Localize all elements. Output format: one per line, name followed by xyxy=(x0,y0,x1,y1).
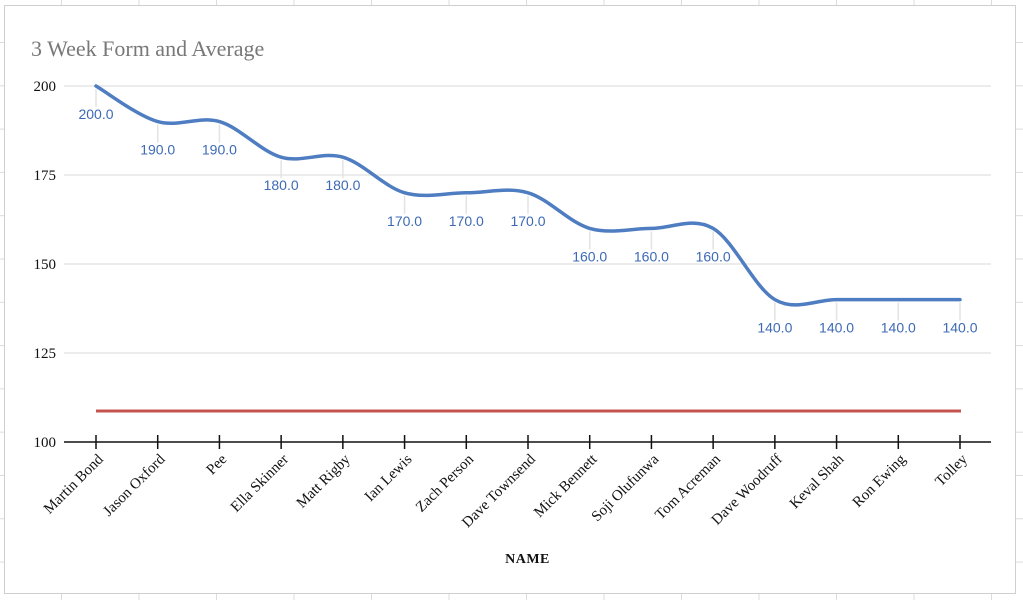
data-label: 140.0 xyxy=(881,320,916,336)
data-label: 160.0 xyxy=(696,248,731,264)
x-axis-category-label: Matt Rigby xyxy=(294,451,354,511)
x-axis-category-label: Martin Bond xyxy=(41,451,107,517)
data-label: 190.0 xyxy=(202,142,237,158)
chart-plot-area: 200 175 150 125 100 200.0 190.0 190.0 180.0 180.0… xyxy=(34,79,991,567)
data-label: 160.0 xyxy=(634,248,669,264)
data-label: 160.0 xyxy=(572,248,607,264)
data-label: 140.0 xyxy=(757,320,792,336)
data-label: 180.0 xyxy=(325,177,360,193)
x-axis-category-label: Tolley xyxy=(933,451,972,490)
data-label: 140.0 xyxy=(819,320,854,336)
data-label: 180.0 xyxy=(264,177,299,193)
y-axis-tick-label: 100 xyxy=(34,435,57,451)
data-label: 200.0 xyxy=(78,106,113,122)
data-label: 170.0 xyxy=(449,213,484,229)
y-axis-tick-label: 125 xyxy=(34,346,57,362)
x-axis-category-label: Mick Bennett xyxy=(531,451,601,521)
x-axis-category-label: Jason Oxford xyxy=(100,451,169,520)
data-label: 170.0 xyxy=(510,213,545,229)
data-label: 190.0 xyxy=(140,142,175,158)
chart-card[interactable]: 3 Week Form and Average 200 175 150 125 100 2… xyxy=(4,5,1016,594)
x-axis-category-label: Pee xyxy=(204,451,231,478)
series-line xyxy=(94,84,962,307)
x-axis-category-label: Ian Lewis xyxy=(362,451,416,505)
chart-title: 3 Week Form and Average xyxy=(31,36,265,61)
x-axis-category-label: Ron Ewing xyxy=(850,451,910,511)
x-axis-category-label: Ella Skinner xyxy=(228,452,292,516)
x-axis-category-label: Keval Shah xyxy=(787,451,848,512)
y-axis-tick-label: 150 xyxy=(34,257,57,273)
x-axis-category-label: Zach Person xyxy=(413,451,477,515)
x-axis-title: NAME xyxy=(505,552,550,567)
data-label: 170.0 xyxy=(387,213,422,229)
data-label: 140.0 xyxy=(942,320,977,336)
y-axis-tick-label: 175 xyxy=(34,168,57,184)
y-axis-tick-label: 200 xyxy=(34,79,57,95)
